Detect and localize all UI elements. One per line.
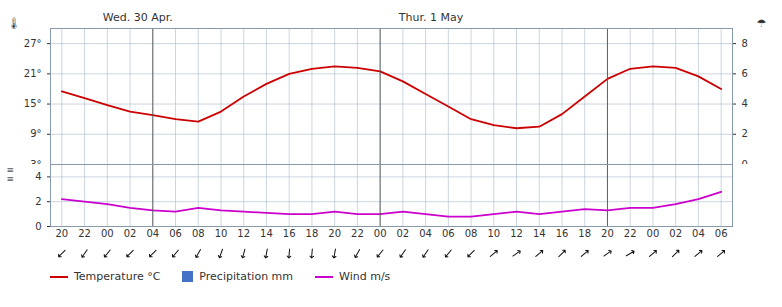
svg-text:06: 06	[715, 228, 728, 239]
svg-text:9°: 9°	[30, 128, 41, 139]
svg-text:16: 16	[283, 228, 296, 239]
svg-text:8: 8	[742, 38, 748, 49]
svg-text:22: 22	[351, 228, 364, 239]
svg-text:00: 00	[374, 228, 387, 239]
svg-text:14: 14	[260, 228, 273, 239]
svg-text:Thur. 1 May: Thur. 1 May	[398, 11, 464, 24]
html-text:Temperature °C: Temperature °C	[74, 270, 161, 283]
svg-text:2: 2	[742, 128, 748, 139]
svg-text:10: 10	[487, 228, 500, 239]
svg-text:20: 20	[55, 228, 68, 239]
svg-text:04: 04	[692, 228, 705, 239]
svg-text:02: 02	[669, 228, 682, 239]
svg-text:14: 14	[533, 228, 546, 239]
svg-text:22: 22	[78, 228, 91, 239]
svg-text:18: 18	[578, 228, 591, 239]
svg-text:15°: 15°	[24, 98, 42, 109]
svg-text:4: 4	[742, 98, 748, 109]
svg-text:00: 00	[101, 228, 114, 239]
svg-text:02: 02	[396, 228, 409, 239]
html-text:Precipitation mm: Precipitation mm	[199, 270, 293, 283]
svg-text:21°: 21°	[24, 68, 42, 79]
svg-text:27°: 27°	[24, 38, 42, 49]
svg-text:0: 0	[742, 159, 748, 164]
svg-text:04: 04	[146, 228, 159, 239]
svg-text:2: 2	[35, 196, 41, 207]
svg-text:4: 4	[35, 171, 41, 182]
svg-text:12: 12	[237, 228, 250, 239]
svg-text:☂: ☂	[757, 17, 767, 30]
svg-text:Wed. 30 Apr.: Wed. 30 Apr.	[103, 11, 173, 24]
svg-text:16: 16	[556, 228, 569, 239]
svg-text:00: 00	[647, 228, 660, 239]
svg-text:06: 06	[169, 228, 182, 239]
svg-text:10: 10	[215, 228, 228, 239]
svg-text:08: 08	[465, 228, 478, 239]
svg-text:20: 20	[328, 228, 341, 239]
svg-text:20: 20	[601, 228, 614, 239]
svg-text:6: 6	[742, 68, 748, 79]
svg-text:0: 0	[35, 221, 41, 232]
svg-text:≡≡: ≡≡	[7, 165, 15, 184]
svg-text:02: 02	[124, 228, 137, 239]
svg-text:12: 12	[510, 228, 523, 239]
svg-text:22: 22	[624, 228, 637, 239]
svg-text:3°: 3°	[30, 159, 41, 164]
svg-text:08: 08	[192, 228, 205, 239]
html-text:Wind m/s: Wind m/s	[339, 270, 391, 283]
svg-text:🌡: 🌡	[7, 17, 21, 30]
svg-text:06: 06	[442, 228, 455, 239]
svg-text:04: 04	[419, 228, 432, 239]
svg-text:18: 18	[306, 228, 319, 239]
